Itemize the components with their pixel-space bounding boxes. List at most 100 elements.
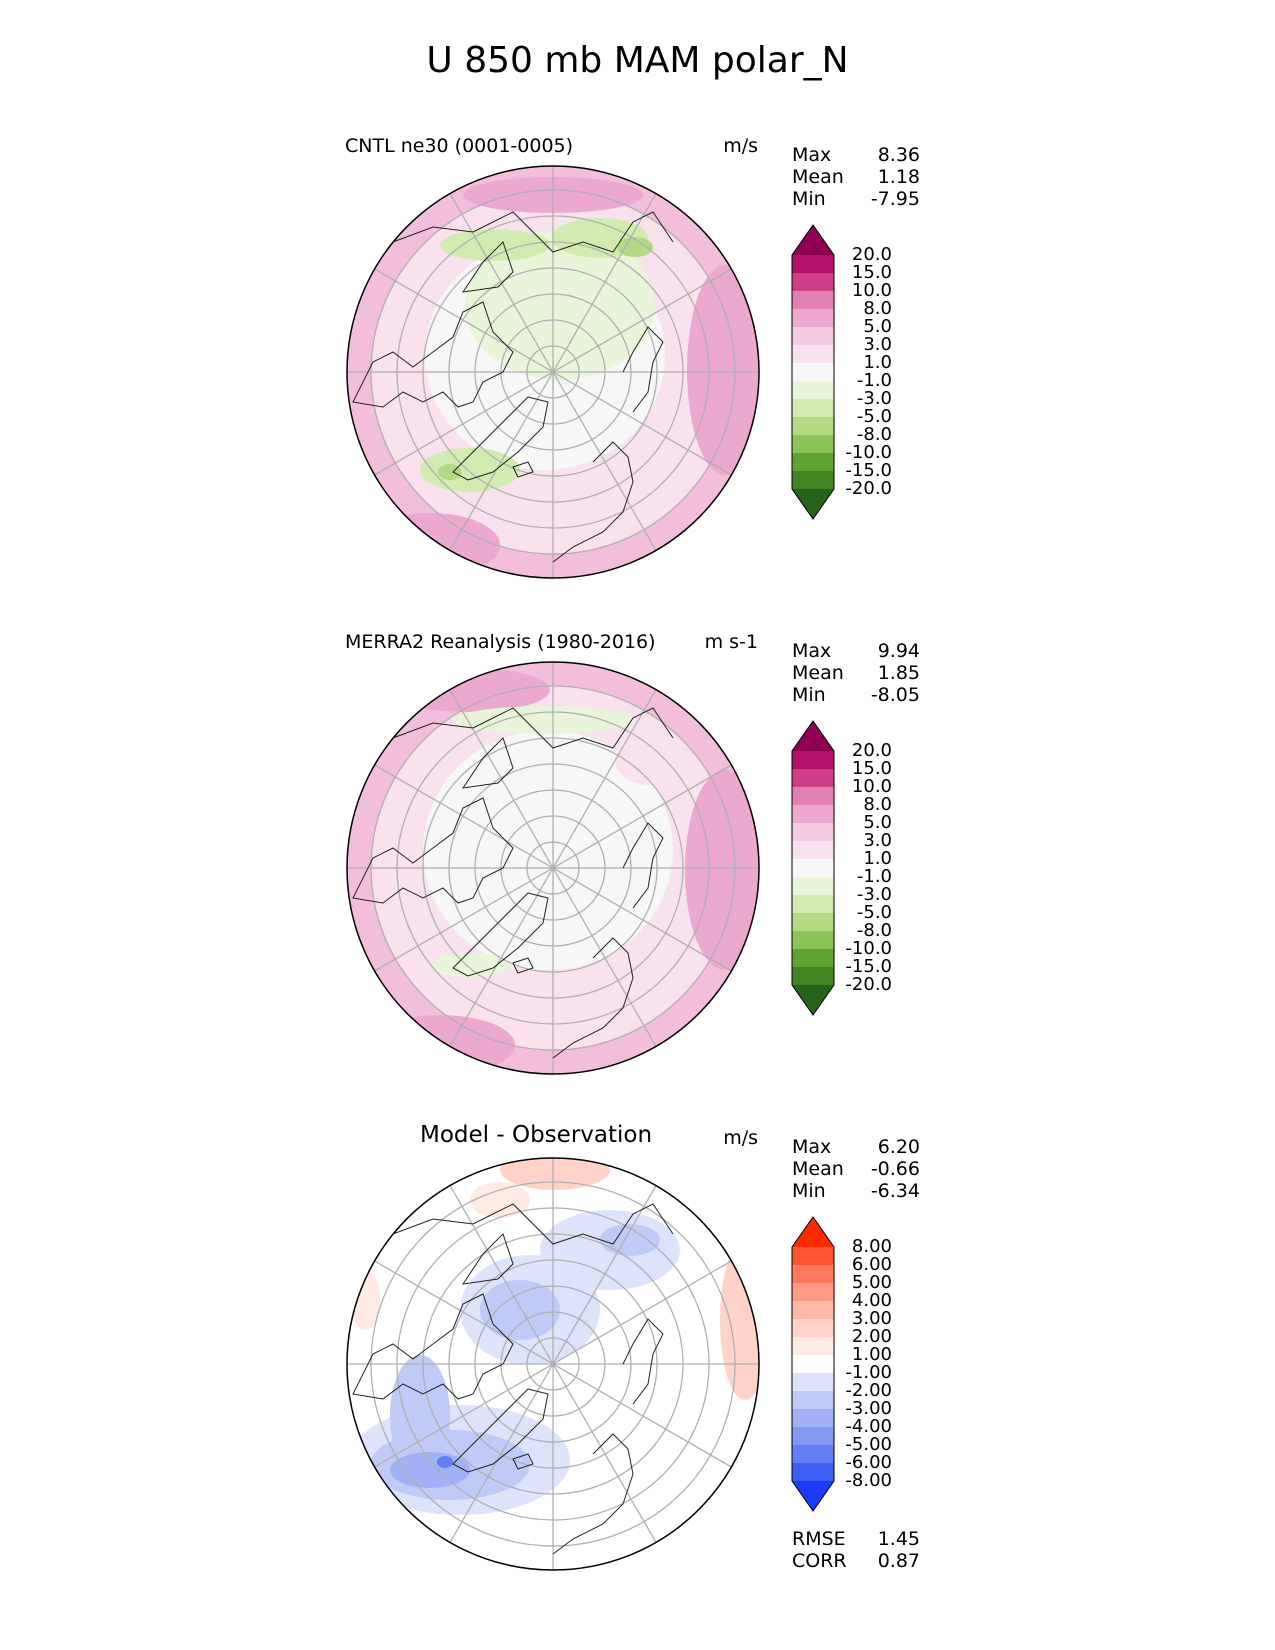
colorbar-tick-label: 8.0 [863,794,892,815]
colorbar-segment [792,1445,834,1463]
colorbar-segment [792,1391,834,1409]
map-boundary [346,165,760,579]
colorbar-segment [792,363,834,381]
colorbar-outline [791,720,835,1016]
panel-1-min-label: Min [792,188,826,210]
colorbar-tick-label: -10.0 [845,938,892,959]
coastline-segment [512,1453,534,1470]
colorbar-segment [792,471,834,489]
colorbar-tick-label: 1.0 [863,352,892,373]
colorbar-tick-label: -20.0 [845,478,892,499]
rmse-value: 1.45 [877,1528,920,1550]
colorbar-tick-label: -3.00 [845,1398,892,1419]
colorbar-segment [792,787,834,805]
panel-3-coastline [352,1203,674,1555]
coastline-segment [392,211,534,243]
colorbar-tick-label: -8.0 [856,920,892,941]
panel-1-mean-label: Mean [792,166,844,188]
panel-2-mean-label: Mean [792,662,844,684]
panel-1-title: CNTL ne30 (0001-0005) [345,135,574,157]
map-gridlines [346,165,760,1571]
colorbar-segment [792,1427,834,1445]
colorbar-outline [791,224,835,520]
panel-1-coastline [352,211,674,563]
colorbar-segment [792,1373,834,1391]
colorbar-tick-label: -1.0 [856,370,892,391]
colorbar-tick-label: -2.00 [845,1380,892,1401]
coastline-segment [552,441,634,563]
coastline-segment [452,1388,549,1473]
colorbar-segment [792,1319,834,1337]
panel-3-colorbar [791,1216,835,1512]
coastline-segment [512,957,534,974]
colorbar-tick-label: 3.0 [863,334,892,355]
coastline-segment [552,1433,634,1555]
colorbar-segment [792,1301,834,1319]
corr-value: 0.87 [877,1550,920,1572]
coastline-segment [622,822,664,909]
panel-3-mean-value: -0.66 [870,1158,920,1180]
colorbar-extend-min [792,1481,834,1511]
colorbar-segment [792,823,834,841]
panel-2-mean-value: 1.85 [877,662,920,684]
meridian-line [449,689,657,1047]
colorbar-tick-label: -3.0 [856,388,892,409]
coastline-segment [452,892,549,977]
panel-2-colorbar [791,720,835,1016]
colorbar-tick-label: 2.00 [851,1326,892,1347]
colorbar-segment [792,805,834,823]
colorbar-tick-label: 8.0 [863,298,892,319]
panel-2-units: m s-1 [704,631,758,653]
coastline-segment [552,937,634,1059]
colorbar-segment [792,1247,834,1265]
panel-2-max-value: 9.94 [877,640,920,662]
colorbar-tick-label: -15.0 [845,956,892,977]
colorbar-tick-label: 15.0 [851,262,892,283]
colorbar-tick-label: -1.0 [856,866,892,887]
coastline-segment [352,797,514,904]
coastline-segment [461,737,514,789]
colorbar-segment [792,913,834,931]
colorbar-tick-label: 10.0 [851,776,892,797]
map-coastlines [352,211,674,1555]
colorbar-segment [792,345,834,363]
colorbar-tick-label: 5.0 [863,812,892,833]
panel-3-min-label: Min [792,1180,826,1202]
colorbar-segment [792,435,834,453]
panel-3-mean-label: Mean [792,1158,844,1180]
colorbar-tick-label: 20.0 [851,244,892,265]
coastline-segment [392,1203,534,1235]
panel-1-colorbar [791,224,835,520]
meridian-line [449,1185,657,1543]
colorbar-segment [792,859,834,877]
colorbar-segment [792,453,834,471]
colorbar-tick-label: -4.00 [845,1416,892,1437]
map-boundary [346,661,760,1075]
colorbar-segment [792,1463,834,1481]
colorbar-tick-label: -15.0 [845,460,892,481]
panel-3-max-value: 6.20 [877,1136,920,1158]
panel-2-min-label: Min [792,684,826,706]
colorbar-outline [791,1216,835,1512]
coastline-segment [452,396,549,481]
colorbar-tick-label: -3.0 [856,884,892,905]
panel-2-max-label: Max [792,640,832,662]
panel-2-min-value: -8.05 [870,684,920,706]
panel-2-grid [346,661,760,1075]
colorbar-segment [792,1337,834,1355]
coastline-segment [532,1203,674,1245]
colorbar-extend-min [792,985,834,1015]
panel-1-grid [346,165,760,579]
coastline-segment [532,211,674,253]
panel-2-coastline [352,707,674,1059]
coastline-segment [352,1293,514,1400]
colorbar-extend-min [792,489,834,519]
panel-3-grid [346,1157,760,1571]
panel-3-map [347,1158,759,1570]
colorbar-segment [792,895,834,913]
colorbar-tick-label: 4.00 [851,1290,892,1311]
colorbar-extend-max [792,721,834,751]
colorbar-segment [792,1409,834,1427]
colorbar-tick-label: 3.0 [863,830,892,851]
